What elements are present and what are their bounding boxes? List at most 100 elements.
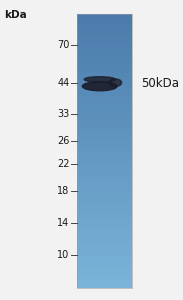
Bar [77, 71, 132, 73]
Bar [77, 51, 132, 52]
Bar [77, 159, 132, 160]
Bar [77, 190, 132, 192]
Bar [77, 270, 132, 272]
Bar [77, 114, 132, 115]
Bar [77, 108, 132, 110]
Bar [77, 171, 132, 173]
Bar [77, 148, 132, 149]
Bar [77, 23, 132, 25]
Bar [77, 30, 132, 31]
Bar [77, 273, 132, 274]
Bar [77, 57, 132, 59]
Bar [77, 267, 132, 269]
Bar [77, 154, 132, 155]
Bar [77, 76, 132, 78]
Bar [77, 49, 132, 51]
Bar [77, 119, 132, 121]
Bar [77, 206, 132, 207]
Bar [77, 163, 132, 164]
Bar [77, 259, 132, 260]
Bar [77, 277, 132, 278]
Bar [77, 144, 132, 145]
Bar [77, 272, 132, 273]
Bar [77, 247, 132, 248]
Text: 33: 33 [57, 109, 70, 119]
Bar [77, 56, 132, 57]
Bar [77, 189, 132, 190]
Bar [77, 34, 132, 35]
Bar [77, 186, 132, 188]
Bar [77, 211, 132, 212]
Bar [77, 232, 132, 233]
Bar [77, 233, 132, 235]
Bar [77, 60, 132, 62]
Bar [77, 20, 132, 22]
Bar [77, 83, 132, 85]
Text: 14: 14 [57, 218, 70, 228]
Bar [77, 18, 132, 19]
Bar [77, 111, 132, 112]
Bar [77, 66, 132, 67]
Bar [77, 151, 132, 152]
Bar [77, 131, 132, 133]
Bar [77, 230, 132, 232]
Bar [77, 181, 132, 182]
Bar [77, 217, 132, 218]
Bar [77, 100, 132, 101]
Text: kDa: kDa [4, 11, 26, 20]
Bar [77, 86, 132, 88]
Bar [77, 19, 132, 20]
Bar [77, 241, 132, 243]
Bar [77, 125, 132, 126]
Bar [77, 177, 132, 178]
Bar [77, 28, 132, 30]
Bar [77, 85, 132, 86]
Bar [77, 42, 132, 44]
Bar [77, 195, 132, 196]
Bar [77, 280, 132, 281]
Bar [77, 27, 132, 28]
Bar [77, 80, 132, 81]
Bar [77, 185, 132, 186]
Bar [77, 25, 132, 26]
Bar [77, 61, 132, 63]
Bar [77, 240, 132, 241]
Bar [77, 208, 132, 210]
Bar [77, 122, 132, 123]
Bar [77, 164, 132, 166]
Bar [77, 14, 132, 15]
Bar [77, 278, 132, 280]
Bar [77, 147, 132, 148]
Bar [77, 160, 132, 162]
Bar [77, 97, 132, 99]
Bar [77, 67, 132, 68]
Bar [77, 128, 132, 129]
Bar [77, 260, 132, 262]
Bar [77, 15, 132, 16]
Bar [77, 59, 132, 60]
Bar [77, 219, 132, 221]
Bar [77, 81, 132, 82]
Bar [77, 53, 132, 55]
Text: 18: 18 [57, 186, 70, 196]
Bar [77, 276, 132, 277]
Bar [77, 156, 132, 158]
Bar [77, 48, 132, 49]
Bar [77, 140, 132, 141]
Bar [77, 200, 132, 202]
Bar [77, 218, 132, 219]
Bar [77, 129, 132, 130]
Bar [77, 93, 132, 94]
Bar [77, 63, 132, 64]
Bar [77, 103, 132, 104]
Bar [77, 44, 132, 45]
Bar [77, 243, 132, 244]
Bar [77, 221, 132, 222]
Bar [77, 178, 132, 180]
Bar [77, 31, 132, 33]
Bar [77, 35, 132, 37]
Bar [77, 236, 132, 237]
Bar [77, 193, 132, 195]
Bar [77, 115, 132, 116]
Bar [77, 26, 132, 27]
